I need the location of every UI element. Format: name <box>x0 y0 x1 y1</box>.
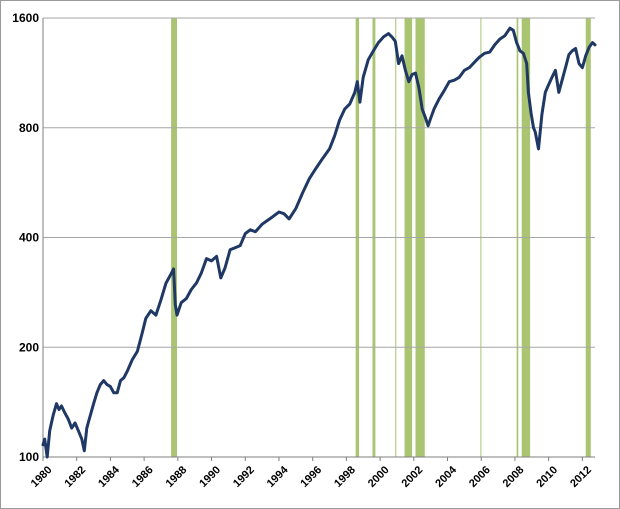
x-tick-label-1988: 1988 <box>164 464 190 490</box>
y-tick-label-100: 100 <box>19 450 39 464</box>
series-line-1 <box>41 26 597 459</box>
y-tick-label-1600: 1600 <box>12 11 39 25</box>
x-tick-label-1986: 1986 <box>130 464 156 490</box>
x-tick-label-1980: 1980 <box>29 464 55 490</box>
x-tick-label-2006: 2006 <box>467 464 493 490</box>
y-tick-labels: 100 200 400 800 1600 <box>12 11 39 464</box>
x-tick-label-1982: 1982 <box>62 464 88 490</box>
x-tick-label-1990: 1990 <box>197 464 223 490</box>
x-tick-label-1994: 1994 <box>265 463 291 489</box>
x-tick-label-2004: 2004 <box>433 463 459 489</box>
y-tick-label-200: 200 <box>19 340 39 354</box>
x-tick-label-2000: 2000 <box>366 464 392 490</box>
x-tick-label-1996: 1996 <box>298 464 324 490</box>
x-tick-label-1998: 1998 <box>332 464 358 490</box>
x-tick-label-2010: 2010 <box>534 464 560 490</box>
x-tick-label-2012: 2012 <box>568 464 594 490</box>
x-tick-label-1992: 1992 <box>231 464 257 490</box>
x-tick-label-2002: 2002 <box>400 464 426 490</box>
x-tick-label-1984: 1984 <box>96 463 122 489</box>
series-group <box>41 26 597 459</box>
x-tick-labels: 1980 1982 1984 1986 1988 1990 1992 1994 1996 1998… <box>29 457 594 490</box>
gridlines <box>43 17 595 458</box>
x-tick-label-2008: 2008 <box>501 464 527 490</box>
y-tick-label-800: 800 <box>19 121 39 135</box>
y-tick-label-400: 400 <box>19 231 39 245</box>
axes <box>42 18 595 458</box>
